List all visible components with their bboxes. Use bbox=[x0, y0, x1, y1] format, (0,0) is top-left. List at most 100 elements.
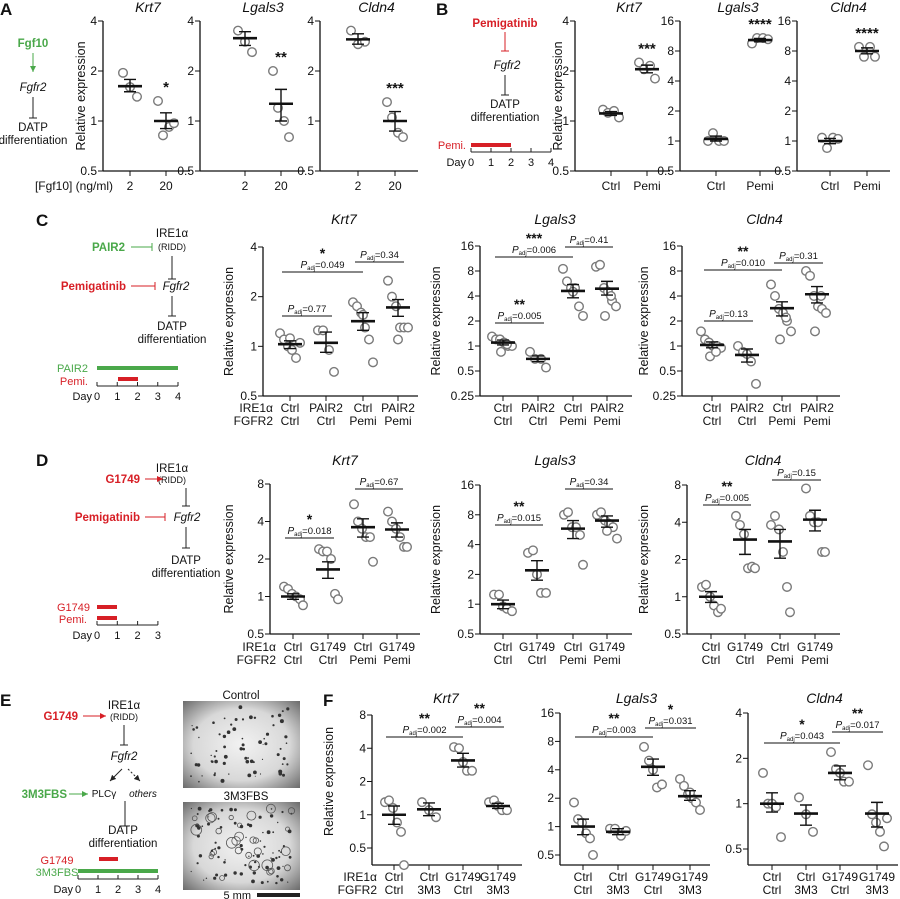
chart-f-cldn4: Cldn40.5124CtrlCtrlCtrl3M3G1749CtrlG1749… bbox=[725, 690, 898, 897]
outcome-label: DATP bbox=[157, 321, 187, 333]
organoid bbox=[265, 803, 276, 814]
data-point bbox=[810, 326, 821, 337]
organoid bbox=[280, 878, 284, 882]
organoid bbox=[201, 825, 204, 827]
significance-stars: * bbox=[307, 511, 313, 527]
organoid bbox=[217, 855, 220, 859]
y-tick-label: 2 bbox=[674, 553, 681, 567]
y-tick-label: 1 bbox=[187, 114, 194, 128]
organoid bbox=[208, 809, 211, 813]
chart-title: Krt7 bbox=[433, 690, 460, 706]
organoid bbox=[198, 854, 203, 858]
y-tick-label: 0.5 bbox=[552, 164, 569, 178]
inhibition-arrow-icon bbox=[501, 75, 509, 96]
organoid bbox=[269, 814, 274, 818]
significance-stars: * bbox=[320, 245, 326, 261]
significance-stars: * bbox=[799, 716, 805, 732]
signal-dashed-arrow-icon bbox=[127, 768, 141, 782]
organoid bbox=[218, 733, 221, 736]
organoid bbox=[272, 831, 275, 834]
organoid bbox=[233, 821, 237, 825]
data-point bbox=[731, 510, 742, 521]
outcome-label-2: differentiation bbox=[471, 112, 540, 124]
p-value-label: Padj=0.004 bbox=[457, 715, 501, 727]
organoid bbox=[197, 826, 201, 830]
y-tick-label: 4 bbox=[784, 74, 791, 88]
organoid bbox=[215, 827, 222, 835]
organoid bbox=[220, 778, 225, 783]
category-label: Ctrl bbox=[284, 653, 303, 667]
organoid bbox=[285, 742, 288, 744]
organoid bbox=[263, 737, 266, 740]
inhibition-arrow-icon bbox=[182, 488, 190, 507]
y-tick-label: 1 bbox=[467, 597, 474, 611]
organoid bbox=[282, 757, 286, 761]
organoid bbox=[266, 880, 269, 883]
y-tick-label: 0.25 bbox=[653, 389, 677, 403]
chart-a-lgals3: Lgals3 0.5 1 2 4 2 20 ** bbox=[177, 0, 305, 193]
y-tick-label: 8 bbox=[359, 708, 366, 722]
significance-stars: ** bbox=[419, 710, 430, 726]
organoid bbox=[198, 780, 200, 783]
y-tick-label: 4 bbox=[562, 14, 569, 28]
inhibition-arrow-icon bbox=[131, 282, 156, 290]
data-point bbox=[882, 813, 893, 824]
y-tick-label: 2 bbox=[562, 64, 569, 78]
organoid bbox=[244, 756, 248, 760]
organoid bbox=[192, 728, 195, 731]
chart-title: Cldn4 bbox=[830, 0, 867, 15]
organoid bbox=[223, 717, 226, 720]
organoid bbox=[268, 867, 275, 875]
data-point bbox=[708, 128, 719, 139]
organoid bbox=[246, 810, 257, 821]
chart-b-krt7: Krt7 Relative expression 0.5 1 2 4 Ctrl Pemi *** bbox=[551, 0, 670, 193]
category-label: Ctrl bbox=[528, 653, 547, 667]
category-label: G1749 bbox=[672, 870, 708, 884]
y-tick-label: 2 bbox=[547, 791, 554, 805]
organoid bbox=[219, 875, 226, 881]
data-point bbox=[786, 326, 797, 337]
organoid bbox=[281, 810, 284, 814]
y-tick-label: 1 bbox=[735, 797, 742, 811]
ridd-label: (RIDD) bbox=[158, 475, 186, 485]
receptor-label: Fgfr2 bbox=[111, 751, 138, 763]
y-tick-label: 2 bbox=[467, 567, 474, 581]
category-label: Ctrl bbox=[736, 653, 755, 667]
organoid bbox=[249, 759, 254, 764]
organoid bbox=[228, 773, 230, 775]
y-tick-label: 16 bbox=[461, 239, 475, 253]
inhibition-arrow-icon bbox=[182, 527, 190, 549]
organoid bbox=[261, 859, 274, 872]
chart-title: Cldn4 bbox=[806, 690, 843, 706]
data-point bbox=[750, 563, 761, 574]
data-point bbox=[775, 334, 786, 345]
data-point bbox=[578, 559, 589, 570]
p-value-label: Padj=0.15 bbox=[777, 468, 816, 480]
category-label: Pemi bbox=[349, 653, 376, 667]
y-tick-label: 2 bbox=[307, 64, 314, 78]
p-value-label: Padj=0.010 bbox=[721, 258, 765, 270]
organoid bbox=[190, 752, 192, 755]
timeline-drug1-label: G1749 bbox=[40, 855, 73, 867]
receptor-label: Fgfr2 bbox=[174, 512, 201, 524]
day-tick-label: 2 bbox=[134, 391, 140, 403]
organoid bbox=[286, 763, 289, 766]
y-axis-label: Relative expression bbox=[74, 41, 88, 150]
data-point bbox=[808, 826, 819, 837]
organoid bbox=[214, 772, 216, 775]
ridd-label: (RIDD) bbox=[110, 712, 138, 722]
category-label: 3M3 bbox=[794, 883, 818, 897]
ridd-label: (RIDD) bbox=[158, 242, 186, 252]
error-bar bbox=[275, 88, 287, 122]
treatment-bar bbox=[78, 869, 158, 873]
organoid bbox=[279, 747, 282, 750]
organoid bbox=[260, 881, 264, 885]
category-label: Ctrl bbox=[494, 401, 513, 415]
organoid bbox=[270, 857, 272, 859]
y-tick-label: 8 bbox=[547, 734, 554, 748]
y-axis-label: Relative expression bbox=[222, 504, 236, 613]
organoid bbox=[266, 868, 274, 876]
category-label: Ctrl bbox=[831, 883, 850, 897]
day-tick-label: 1 bbox=[95, 884, 101, 896]
y-tick-label: 4 bbox=[359, 741, 366, 755]
